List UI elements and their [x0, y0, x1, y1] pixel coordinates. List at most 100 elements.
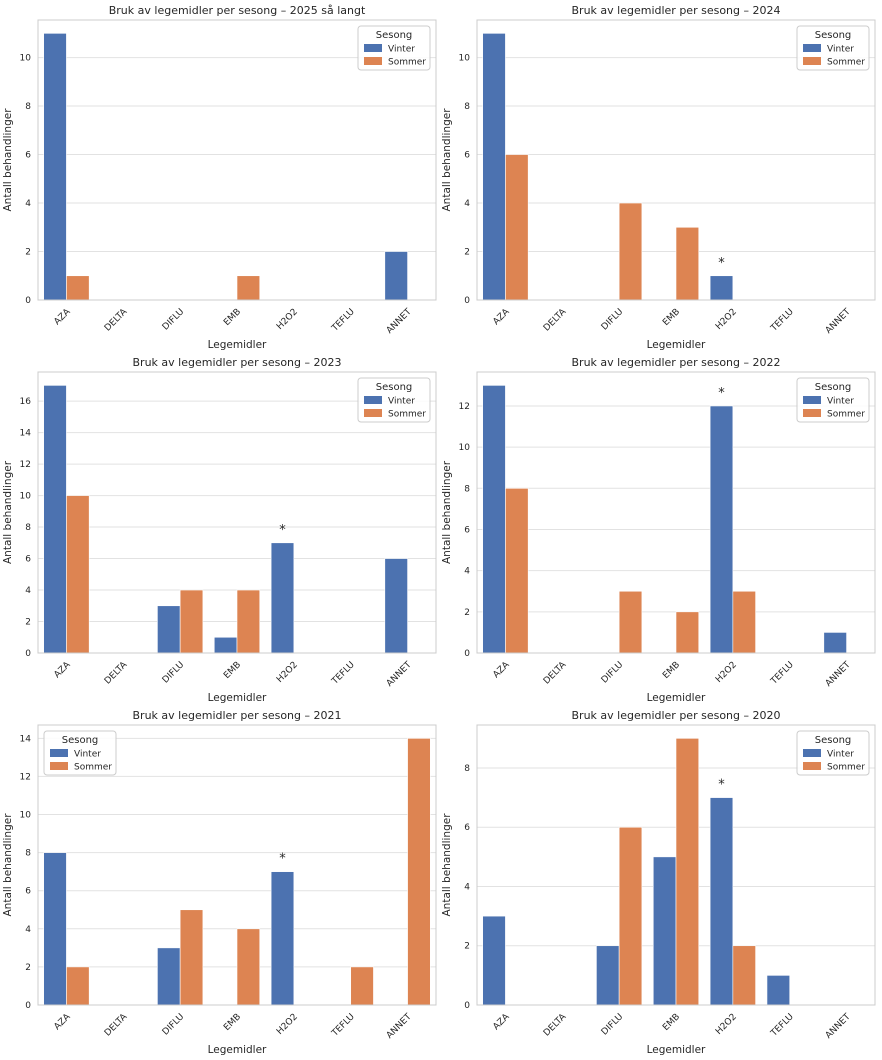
legend-title: Sesong [815, 735, 852, 746]
x-tick-label: EMB [222, 660, 243, 681]
bar-sommer-diflu [618, 590, 643, 654]
y-tick-label: 0 [464, 1001, 470, 1011]
legend-swatch-sommer [50, 762, 68, 770]
legend-label-vinter: Vinter [827, 750, 854, 760]
chart-title: Bruk av legemidler per sesong – 2022 [572, 356, 781, 369]
y-axis-label: Antall behandlinger [2, 813, 14, 917]
bar-vinter-h2o2 [709, 275, 734, 301]
legend-swatch-vinter [364, 44, 382, 52]
x-tick-label: AZA [52, 1011, 73, 1032]
legend-label-sommer: Sommer [388, 58, 426, 68]
legend: Sesong Vinter Sommer [796, 377, 870, 423]
y-axis-label: Antall behandlinger [2, 460, 14, 564]
x-tick-label: EMB [222, 1012, 243, 1033]
annotation-asterisk: * [279, 523, 286, 538]
annotation-asterisk: * [718, 256, 725, 271]
plot-frame [476, 371, 876, 654]
chart-title: Bruk av legemidler per sesong – 2021 [133, 709, 342, 722]
bar-sommer-emb [675, 611, 700, 654]
legend-title: Sesong [376, 382, 413, 393]
x-axis-label: Legemidler [208, 1044, 267, 1056]
x-tick-label: ANNET [385, 307, 414, 336]
y-tick-label: 8 [25, 523, 31, 533]
y-tick-label: 10 [459, 54, 471, 64]
y-axis-label: Antall behandlinger [2, 108, 14, 212]
legend-label-vinter: Vinter [827, 45, 854, 55]
x-tick-label: H2O2 [714, 307, 739, 332]
legend-label-vinter: Vinter [74, 750, 101, 760]
bar-sommer-annet [407, 738, 431, 1006]
y-tick-label: 10 [20, 54, 32, 64]
plot-frame [37, 19, 437, 301]
x-tick-label: AZA [491, 659, 512, 680]
bar-sommer-diflu [618, 202, 643, 301]
bar-vinter-aza [43, 385, 67, 654]
bar-sommer-emb [236, 275, 261, 301]
y-axis-label: Antall behandlinger [441, 460, 453, 564]
y-tick-label: 12 [20, 460, 31, 470]
x-tick-label: DIFLU [600, 307, 625, 332]
x-tick-label: EMB [661, 1012, 682, 1033]
x-tick-label: TEFLU [330, 1012, 357, 1039]
y-tick-label: 8 [464, 484, 470, 494]
bar-sommer-teflu [350, 966, 374, 1006]
x-tick-label: H2O2 [275, 1012, 300, 1037]
bar-vinter-aza [43, 852, 67, 1006]
y-tick-label: 8 [25, 102, 31, 112]
y-tick-label: 12 [459, 402, 470, 412]
legend-label-sommer: Sommer [827, 58, 865, 68]
chart-panel-5: 0 2 4 6 8 AZA DELTA DIFLU EMB H2O2 TEFLU ANNET * Bruk… [441, 709, 876, 1056]
legend-label-vinter: Vinter [827, 397, 854, 407]
chart-panel-4: 0 2 4 6 8 10 12 14 AZA DELTA DIFLU EMB H2O2 TEFLU ANNE… [2, 709, 437, 1056]
y-tick-label: 6 [464, 151, 470, 161]
y-tick-label: 14 [20, 429, 32, 439]
y-tick-label: 2 [25, 248, 31, 258]
annotation-asterisk: * [718, 386, 725, 401]
bar-sommer-aza [66, 275, 90, 301]
bar-vinter-aza [482, 33, 506, 301]
bar-vinter-annet [823, 632, 847, 654]
x-tick-label: AZA [52, 659, 73, 680]
legend-title: Sesong [376, 30, 413, 41]
y-tick-label: 2 [25, 618, 31, 628]
y-tick-label: 6 [464, 823, 470, 833]
bar-vinter-h2o2 [709, 797, 734, 1006]
bar-sommer-aza [66, 966, 90, 1006]
bar-vinter-h2o2 [270, 871, 295, 1006]
legend-title: Sesong [62, 735, 99, 746]
legend: Sesong Vinter Sommer [796, 25, 870, 71]
plot-frame [476, 19, 876, 301]
y-axis-label: Antall behandlinger [441, 108, 453, 212]
bar-vinter-diflu [157, 605, 181, 654]
chart-panel-2: 0 2 4 6 8 10 12 14 16 AZA DELTA DIFLU EMB H2O2 TEFLU AN… [2, 356, 437, 704]
x-tick-label: DELTA [103, 659, 130, 686]
bar-vinter-h2o2 [709, 405, 734, 654]
x-tick-label: TEFLU [769, 307, 796, 334]
x-tick-label: AZA [52, 306, 73, 327]
x-tick-label: ANNET [824, 660, 853, 689]
x-tick-label: AZA [491, 306, 512, 327]
bar-vinter-aza [43, 33, 67, 301]
bar-sommer-diflu [179, 589, 204, 654]
y-tick-label: 4 [464, 567, 470, 577]
legend: Sesong Vinter Sommer [357, 377, 431, 423]
bar-sommer-h2o2 [732, 590, 756, 654]
y-tick-label: 6 [25, 555, 31, 565]
x-axis-label: Legemidler [208, 339, 267, 351]
legend: Sesong Vinter Sommer [43, 730, 117, 776]
legend-swatch-vinter [50, 749, 68, 757]
y-tick-label: 16 [20, 397, 32, 407]
y-tick-label: 2 [464, 942, 470, 952]
y-tick-label: 6 [464, 525, 470, 535]
x-axis-label: Legemidler [208, 692, 267, 704]
bar-vinter-h2o2 [270, 542, 295, 654]
y-tick-label: 6 [25, 887, 31, 897]
x-tick-label: EMB [222, 307, 243, 328]
bar-sommer-emb [675, 738, 700, 1006]
x-tick-label: H2O2 [714, 660, 739, 685]
x-tick-label: AZA [491, 1011, 512, 1032]
y-tick-label: 8 [25, 849, 31, 859]
chart-title: Bruk av legemidler per sesong – 2025 så … [109, 4, 366, 17]
y-tick-label: 0 [25, 296, 31, 306]
